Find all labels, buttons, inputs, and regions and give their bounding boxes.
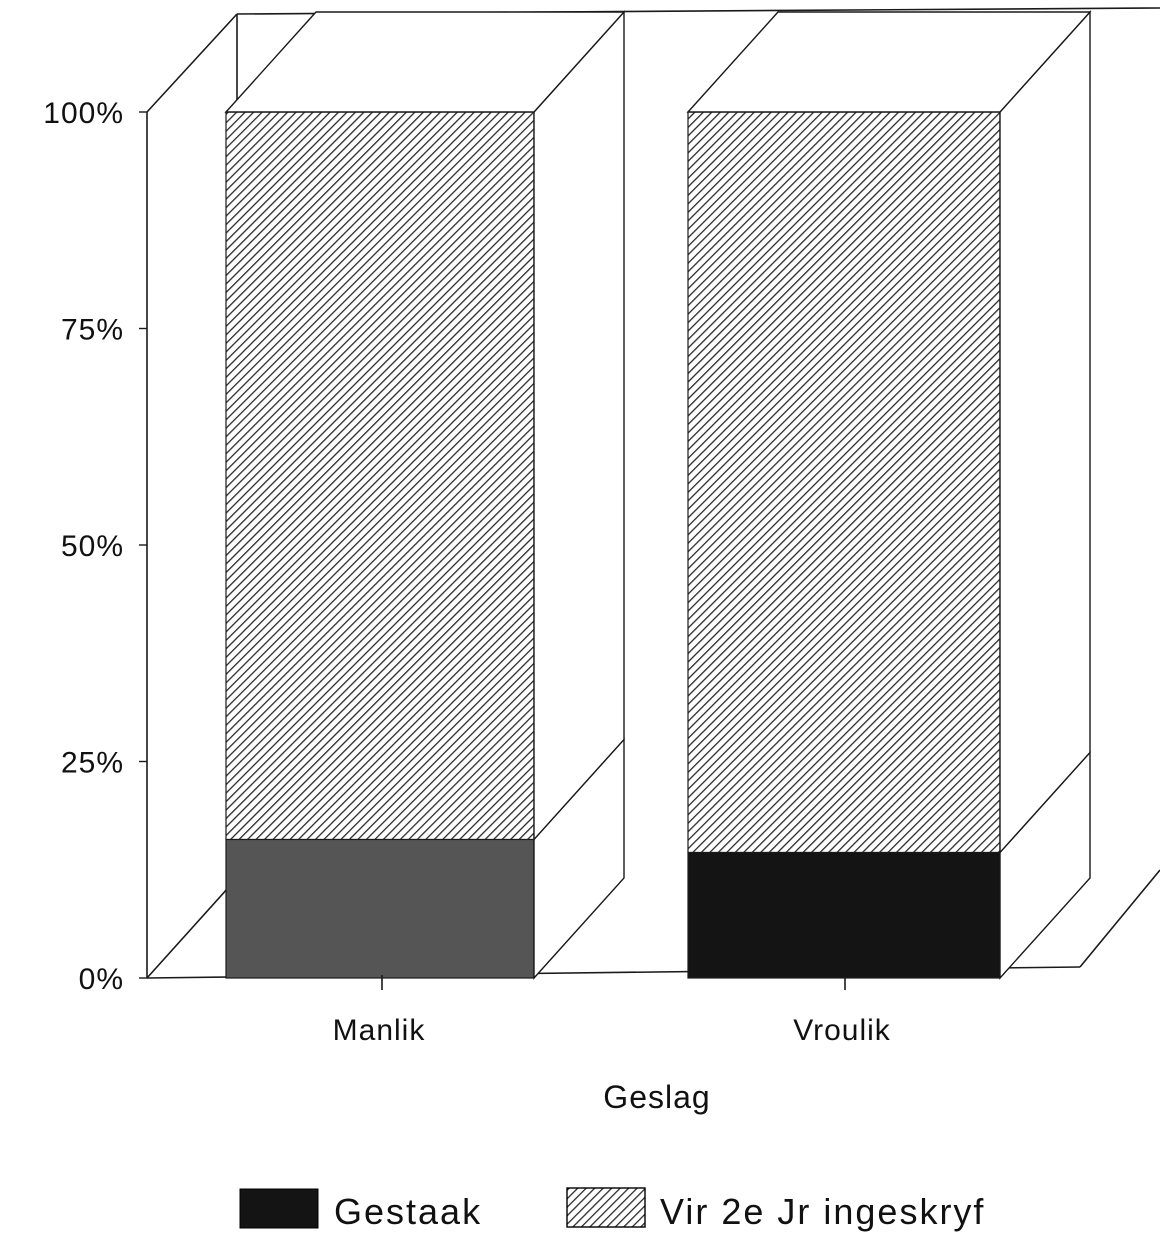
bar-stack-manlik <box>224 10 626 980</box>
floor-left-edge <box>146 877 238 979</box>
y-tick-label: 50% <box>61 530 124 563</box>
bar-manlik-gestaak <box>225 838 535 979</box>
y-tick-label: 0% <box>79 963 124 996</box>
bar-top-manlik <box>224 11 626 113</box>
bar-vroulik-gestaak <box>687 851 1001 979</box>
y-tick-label: 25% <box>61 747 124 780</box>
bar-stack-vroulik <box>686 10 1092 980</box>
bar-top-vroulik <box>686 11 1092 113</box>
legend-swatch-gestaak <box>239 1188 319 1229</box>
y-axis-ticks: 0% 25% 50% 75% 100% <box>43 97 147 996</box>
y-tick-label: 100% <box>43 97 124 130</box>
floor-right-edge <box>1079 869 1160 968</box>
x-category-label: Manlik <box>333 1014 426 1047</box>
bar-vroulik-vir-2e-jr <box>687 111 1001 854</box>
left-wall-top-edge <box>146 13 238 113</box>
bar-manlik-vir-2e-jr-side <box>533 10 625 842</box>
x-axis-title: Geslag <box>603 1079 710 1115</box>
legend-swatch-vir-2e-jr <box>566 1187 646 1228</box>
x-axis-categories: Manlik Vroulik <box>333 975 891 1047</box>
y-tick-label: 75% <box>61 314 124 347</box>
bars-group <box>224 10 1092 980</box>
bar-vroulik-vir-2e-jr-side <box>999 10 1091 855</box>
legend-label-gestaak: Gestaak <box>334 1191 482 1232</box>
bar-manlik-vir-2e-jr <box>225 111 535 841</box>
legend-label-vir-2e-jr: Vir 2e Jr ingeskryf <box>660 1191 985 1232</box>
legend: Gestaak Vir 2e Jr ingeskryf <box>239 1187 985 1232</box>
x-category-label: Vroulik <box>793 1014 891 1047</box>
